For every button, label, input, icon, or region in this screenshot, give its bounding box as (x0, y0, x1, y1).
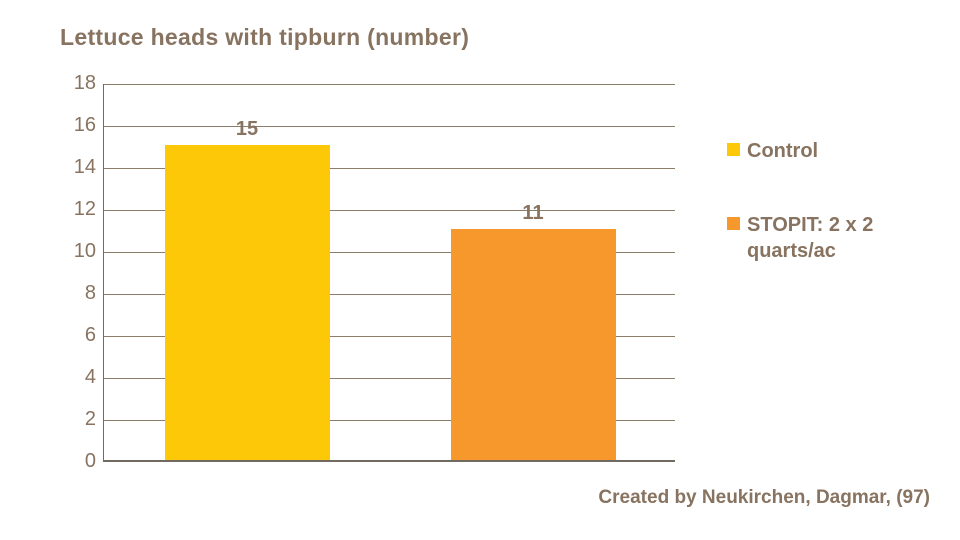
gridline (104, 252, 675, 253)
gridline (104, 294, 675, 295)
gridline (104, 420, 675, 421)
bar-value-label: 11 (522, 202, 544, 224)
gridline (104, 126, 675, 127)
gridline (104, 168, 675, 169)
y-tick-label: 10 (73, 240, 96, 263)
y-tick-label: 18 (73, 72, 96, 95)
y-tick-label: 12 (73, 198, 96, 221)
bar-control: 15 (164, 118, 330, 460)
y-axis: 0 2 4 6 8 10 12 14 16 18 (40, 72, 96, 472)
legend-label: Control (747, 140, 819, 162)
gridline (104, 336, 675, 337)
legend-swatch-icon (727, 143, 740, 156)
plot-area: 15 11 (103, 84, 675, 462)
bar-value-label: 15 (235, 118, 259, 140)
y-tick-label: 8 (84, 282, 96, 305)
y-tick-label: 2 (84, 408, 96, 431)
gridline (104, 84, 675, 85)
legend-label: STOPIT: 2 x 2 quarts/ac (747, 214, 874, 262)
y-tick-label: 16 (73, 114, 96, 137)
bar-stopit: 11 (450, 202, 616, 460)
chart-title: Lettuce heads with tipburn (number) (60, 24, 470, 50)
gridline (104, 210, 675, 211)
legend-swatch-icon (727, 217, 740, 230)
legend-item: Control (727, 138, 902, 164)
y-tick-label: 6 (84, 324, 96, 347)
gridline (104, 378, 675, 379)
y-tick-label: 14 (73, 156, 96, 179)
legend-item: STOPIT: 2 x 2 quarts/ac (727, 212, 902, 264)
attribution-text: Created by Neukirchen, Dagmar, (97) (598, 487, 930, 508)
y-tick-label: 0 (84, 450, 96, 473)
legend: Control STOPIT: 2 x 2 quarts/ac (727, 138, 902, 264)
y-tick-label: 4 (84, 366, 96, 389)
